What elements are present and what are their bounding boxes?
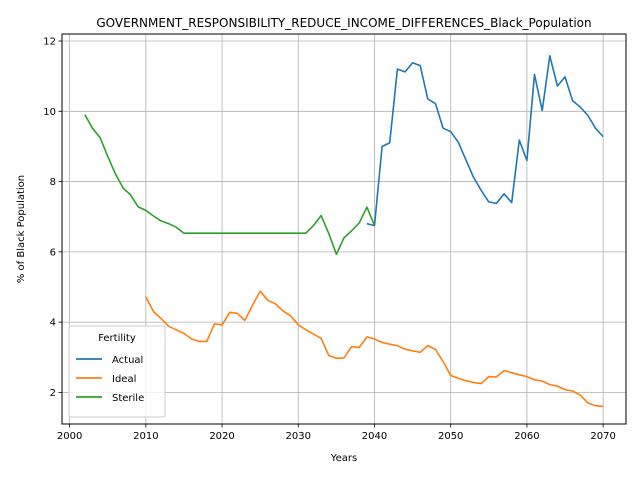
legend-label-ideal: Ideal [112, 374, 136, 385]
series-line-actual [366, 55, 604, 227]
chart-title: GOVERNMENT_RESPONSIBILITY_REDUCE_INCOME_… [96, 16, 591, 30]
plot-frame [61, 33, 627, 425]
y-axis-label: % of Black Population [16, 175, 27, 283]
y-tick-label: 2 [50, 388, 56, 399]
x-tick-label: 2000 [57, 431, 82, 442]
legend-label-actual: Actual [112, 355, 143, 366]
legend-label-sterile: Sterile [112, 393, 144, 404]
x-axis-label: Years [330, 453, 357, 464]
legend-box [68, 325, 166, 418]
y-axis-ticks: 2 4 6 8 10 12 [43, 37, 62, 399]
x-tick-label: 2040 [362, 431, 387, 442]
y-tick-label: 4 [50, 318, 56, 329]
y-tick-label: 10 [43, 107, 56, 118]
series-lines [84, 55, 604, 408]
series-line-ideal [145, 290, 604, 408]
x-tick-label: 2070 [590, 431, 615, 442]
x-tick-label: 2050 [438, 431, 463, 442]
legend-items: Actual Ideal Sterile [76, 355, 144, 404]
x-axis-ticks: 2000 2010 2020 2030 2040 2050 2060 2070 [57, 424, 616, 442]
legend: Fertility Actual Ideal Sterile [68, 325, 166, 418]
y-tick-label: 12 [43, 37, 56, 48]
y-tick-label: 6 [50, 247, 56, 258]
legend-title: Fertility [98, 333, 136, 344]
x-tick-label: 2020 [209, 431, 234, 442]
x-tick-label: 2030 [286, 431, 311, 442]
series-line-sterile [84, 114, 376, 256]
x-tick-label: 2010 [133, 431, 158, 442]
y-tick-label: 8 [50, 177, 56, 188]
x-tick-label: 2060 [514, 431, 539, 442]
